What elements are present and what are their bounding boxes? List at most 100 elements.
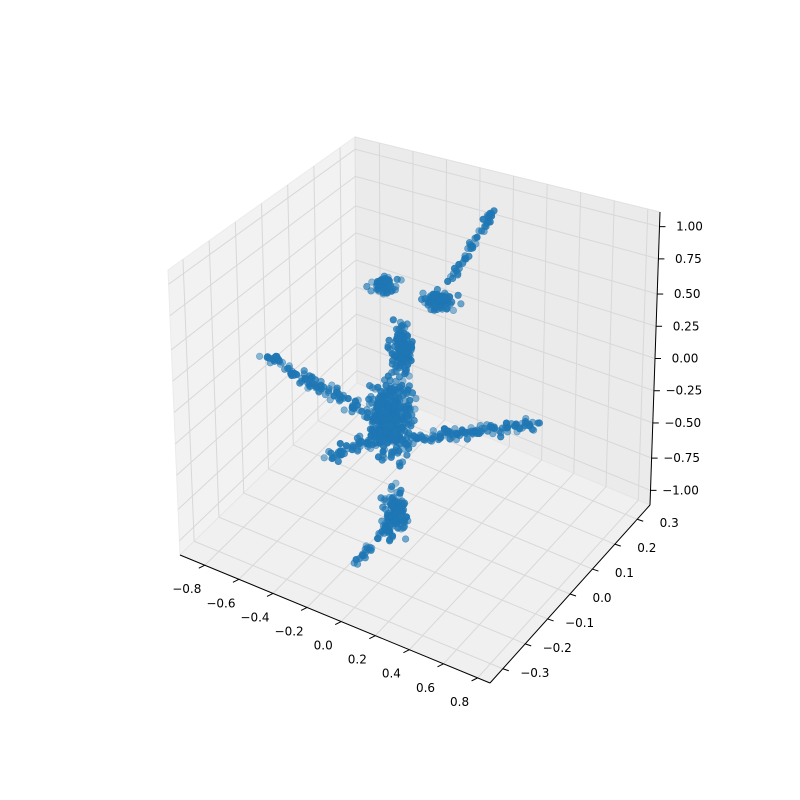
x-tick-mark <box>437 663 444 668</box>
x-tick-mark <box>369 635 376 640</box>
scatter-point <box>380 454 388 462</box>
scatter-point <box>333 451 341 459</box>
scatter-point <box>363 406 371 414</box>
x-tick-mark <box>471 677 478 682</box>
scatter-point <box>391 383 399 391</box>
y-tick-label: −0.1 <box>565 616 594 630</box>
scatter-point <box>348 446 356 454</box>
x-tick-mark <box>266 592 274 597</box>
scatter-point <box>363 544 371 552</box>
scatter-point <box>399 391 407 399</box>
scatter-point <box>397 362 405 370</box>
scatter-point <box>379 396 387 405</box>
scatter-point <box>379 448 387 456</box>
y-tick-mark <box>569 593 577 597</box>
scatter-point <box>396 364 405 372</box>
scatter-point <box>389 316 397 324</box>
scatter-point <box>465 239 474 247</box>
z-grid-line <box>172 232 657 382</box>
scatter-point <box>408 338 416 346</box>
scatter-point <box>405 372 413 380</box>
scatter-point <box>384 524 392 533</box>
scatter-point <box>386 393 394 401</box>
x-tick-mark <box>403 649 410 654</box>
scatter-point <box>375 287 383 295</box>
scatter-point <box>408 344 416 352</box>
scatter-point <box>360 551 369 560</box>
scatter-point <box>385 435 393 443</box>
scatter-point <box>386 537 394 545</box>
y-grid-line <box>243 492 548 620</box>
scatter-point <box>371 385 379 393</box>
y-tick-mark <box>547 618 554 622</box>
scatter-point <box>392 367 400 376</box>
scatter-point <box>457 300 465 308</box>
scatter-point <box>386 281 395 289</box>
z-tick-label: −1.00 <box>662 483 699 497</box>
x-tick-label: 0.8 <box>450 695 469 709</box>
scatter-point <box>386 345 394 354</box>
scatter-point <box>522 419 530 427</box>
scatter-point <box>534 419 542 427</box>
scatter-point <box>483 211 491 219</box>
scatter-point <box>401 343 409 351</box>
scatter-point <box>424 298 433 306</box>
scatter-point <box>404 441 412 449</box>
scatter-point <box>383 427 391 435</box>
scatter-point <box>330 392 338 400</box>
scatter-point <box>381 446 389 454</box>
scatter-point <box>389 494 397 502</box>
scatter-point <box>403 451 411 459</box>
scatter-point <box>324 388 333 397</box>
scatter-point <box>444 427 453 435</box>
scatter-point <box>301 374 309 383</box>
scatter-point <box>265 354 273 362</box>
scatter-point <box>446 300 454 308</box>
z-grid-line <box>171 205 658 351</box>
scatter-point <box>353 434 362 442</box>
scatter-point <box>327 449 335 457</box>
x-tick-label: 0.6 <box>416 681 435 695</box>
scatter-point <box>398 458 407 466</box>
scatter-point <box>374 383 382 391</box>
scatter-point <box>472 240 480 248</box>
scatter-point <box>396 373 404 381</box>
z-tick-label: 0.25 <box>673 319 700 333</box>
scatter-point <box>461 252 469 260</box>
y-grid-line <box>193 540 503 670</box>
y-grid-line <box>293 444 593 570</box>
scatter-point <box>304 384 312 392</box>
scatter-point <box>421 295 429 303</box>
scatter-point <box>473 233 481 241</box>
x-tick-label: −0.8 <box>172 582 201 596</box>
scatter-point <box>386 421 394 429</box>
scatter-point <box>388 482 396 491</box>
y-tick-label: 0.1 <box>615 566 634 580</box>
z-grid-line <box>173 259 656 413</box>
scatter-point <box>348 404 357 412</box>
scatter-point <box>320 454 328 462</box>
z-tick-label: 1.00 <box>676 220 703 234</box>
x-axis-line <box>179 554 491 684</box>
x-tick-label: 0.4 <box>382 667 401 681</box>
scatter-point <box>372 441 380 450</box>
scatter-point <box>336 440 344 448</box>
scatter-point <box>317 381 325 389</box>
z-grid-line <box>179 370 651 542</box>
scatter-point <box>397 276 405 284</box>
scatter-point <box>516 425 524 433</box>
y-grid-line <box>268 468 571 595</box>
y-grid-line <box>218 516 526 645</box>
scatter-point <box>311 381 319 389</box>
scatter-point <box>408 389 417 397</box>
scatter-point <box>432 292 440 300</box>
x-tick-mark <box>334 621 342 626</box>
scatter-point <box>398 381 406 389</box>
scatter-point <box>340 406 348 414</box>
y-tick-mark <box>637 518 644 522</box>
scatter-point <box>402 535 410 543</box>
scatter-point <box>497 429 505 437</box>
scatter-point <box>281 365 289 373</box>
scatter-point <box>363 282 371 291</box>
